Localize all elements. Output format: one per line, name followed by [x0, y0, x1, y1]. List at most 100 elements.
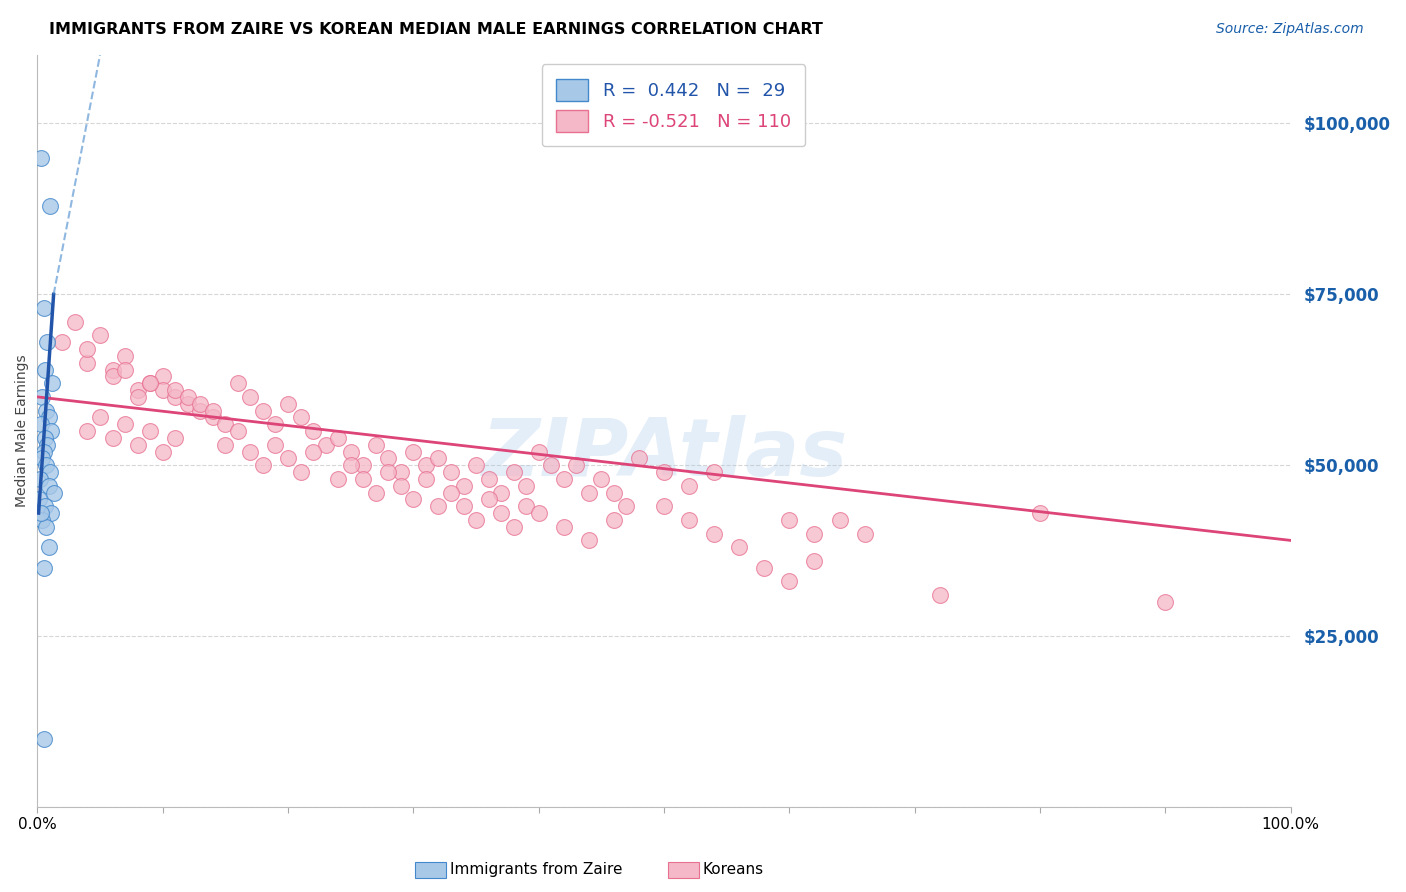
Point [127, 383, 149, 397]
Point [188, 397, 211, 411]
Point [803, 554, 825, 568]
Y-axis label: Median Male Earnings: Median Male Earnings [15, 355, 30, 508]
Point [165, 390, 187, 404]
Point [264, 417, 287, 432]
Point [427, 451, 450, 466]
Point [465, 458, 488, 473]
Point [101, 431, 124, 445]
Point [127, 438, 149, 452]
Point [201, 410, 224, 425]
Point [32, 561, 55, 575]
Point [31, 451, 53, 466]
Point [165, 383, 187, 397]
Point [139, 376, 162, 391]
Point [139, 424, 162, 438]
Point [1029, 506, 1052, 520]
Point [39, 424, 62, 438]
Point [277, 451, 299, 466]
Point [101, 362, 124, 376]
Point [51, 335, 73, 350]
Point [152, 383, 174, 397]
Point [114, 349, 136, 363]
Point [41, 376, 63, 391]
Point [34, 362, 56, 376]
Point [527, 444, 550, 458]
Point [42, 485, 65, 500]
Point [652, 500, 675, 514]
Point [101, 369, 124, 384]
Point [427, 500, 450, 514]
Point [302, 444, 325, 458]
Point [32, 301, 55, 315]
Point [152, 444, 174, 458]
Point [201, 403, 224, 417]
Point [828, 513, 851, 527]
Point [214, 417, 236, 432]
Point [565, 458, 588, 473]
Point [328, 431, 350, 445]
Point [352, 472, 374, 486]
Point [415, 458, 437, 473]
Point [754, 561, 776, 575]
Point [377, 465, 399, 479]
Point [1154, 595, 1177, 609]
Point [489, 506, 512, 520]
Point [502, 465, 524, 479]
Point [603, 485, 626, 500]
Point [31, 390, 53, 404]
Point [114, 417, 136, 432]
Point [38, 541, 60, 555]
Point [453, 479, 475, 493]
Point [364, 438, 387, 452]
Point [39, 506, 62, 520]
Point [578, 533, 600, 548]
Point [239, 390, 262, 404]
Point [364, 485, 387, 500]
Point [63, 315, 86, 329]
Point [477, 472, 499, 486]
Point [38, 198, 60, 212]
Point [35, 458, 58, 473]
Point [616, 500, 638, 514]
Point [339, 458, 361, 473]
Point [352, 458, 374, 473]
Point [239, 444, 262, 458]
Point [30, 417, 52, 432]
Point [38, 410, 60, 425]
Point [37, 335, 59, 350]
Point [32, 731, 55, 746]
Point [465, 513, 488, 527]
Point [28, 472, 51, 486]
Point [527, 506, 550, 520]
Point [678, 513, 700, 527]
Point [453, 500, 475, 514]
Point [127, 390, 149, 404]
Legend: R =  0.442   N =  29, R = -0.521   N = 110: R = 0.442 N = 29, R = -0.521 N = 110 [541, 64, 806, 146]
Point [803, 526, 825, 541]
Point [578, 485, 600, 500]
Point [603, 513, 626, 527]
Point [114, 362, 136, 376]
Point [264, 438, 287, 452]
Point [27, 492, 49, 507]
Point [678, 479, 700, 493]
Point [389, 479, 412, 493]
Point [928, 588, 950, 602]
Point [89, 328, 111, 343]
Point [778, 513, 800, 527]
Point [853, 526, 876, 541]
Point [315, 438, 337, 452]
Text: IMMIGRANTS FROM ZAIRE VS KOREAN MEDIAN MALE EARNINGS CORRELATION CHART: IMMIGRANTS FROM ZAIRE VS KOREAN MEDIAN M… [49, 22, 823, 37]
Point [540, 458, 562, 473]
Point [515, 479, 537, 493]
Point [31, 513, 53, 527]
Point [252, 458, 274, 473]
Text: Koreans: Koreans [703, 863, 763, 877]
Point [389, 465, 412, 479]
Point [415, 472, 437, 486]
Point [76, 342, 98, 356]
Point [328, 472, 350, 486]
Point [76, 356, 98, 370]
Point [226, 424, 249, 438]
Point [252, 403, 274, 417]
